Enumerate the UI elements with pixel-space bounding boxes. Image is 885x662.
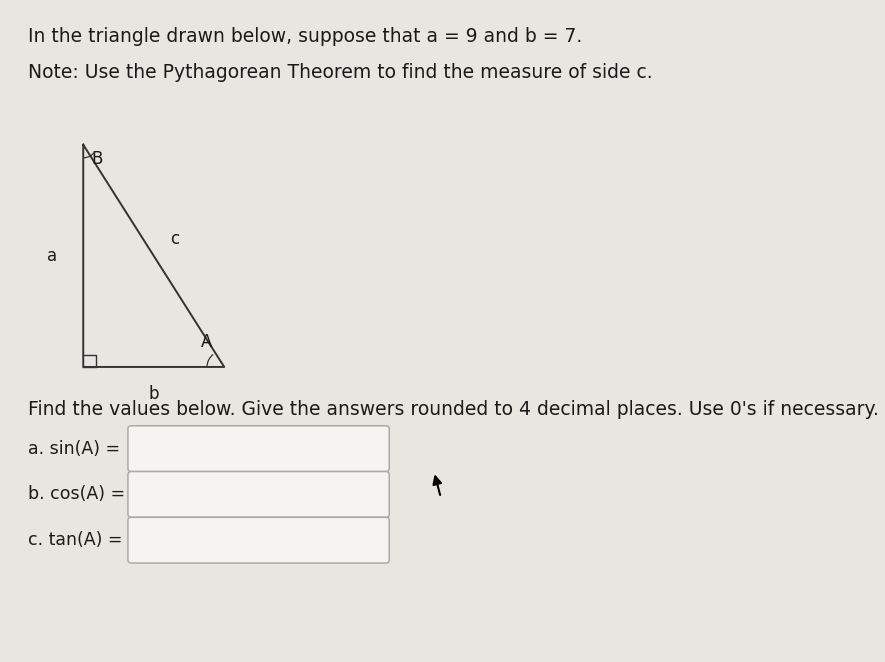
Text: In the triangle drawn below, suppose that a = 9 and b = 7.: In the triangle drawn below, suppose tha… [28, 27, 582, 46]
FancyBboxPatch shape [128, 471, 389, 517]
Text: a: a [47, 247, 58, 265]
Text: B: B [91, 150, 103, 168]
FancyBboxPatch shape [128, 517, 389, 563]
FancyBboxPatch shape [128, 426, 389, 471]
Text: b. cos(A) =: b. cos(A) = [28, 485, 126, 503]
Text: A: A [202, 332, 212, 351]
Text: b: b [149, 385, 159, 403]
Text: c. tan(A) =: c. tan(A) = [28, 531, 123, 549]
Text: a. sin(A) =: a. sin(A) = [28, 440, 120, 457]
Text: Find the values below. Give the answers rounded to 4 decimal places. Use 0's if : Find the values below. Give the answers … [28, 400, 879, 418]
Text: Note: Use the Pythagorean Theorem to find the measure of side c.: Note: Use the Pythagorean Theorem to fin… [28, 63, 653, 82]
Text: c: c [170, 230, 179, 248]
